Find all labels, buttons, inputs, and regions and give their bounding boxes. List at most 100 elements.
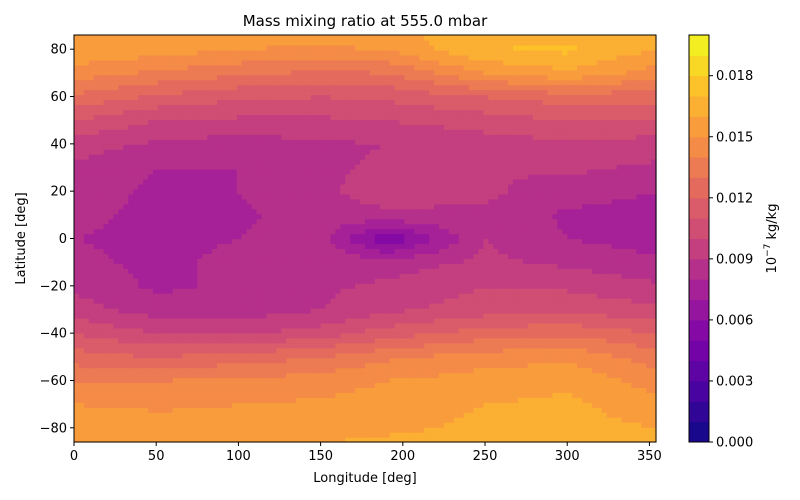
contour-cell: [256, 377, 263, 384]
contour-cell: [651, 298, 657, 304]
contour-cell: [626, 283, 632, 289]
contour-cell: [601, 273, 608, 279]
contour-cell: [182, 432, 189, 438]
contour-cell: [651, 268, 657, 274]
contour-cell: [276, 337, 282, 344]
contour-cell: [266, 347, 272, 354]
contour-cell: [295, 357, 302, 364]
contour-cell: [582, 253, 588, 259]
contour-cell: [572, 293, 578, 299]
contour-cell: [438, 352, 445, 359]
contour-cell: [577, 288, 583, 294]
contour-cell: [527, 377, 534, 384]
contour-cell: [305, 293, 312, 299]
contour-cell: [424, 427, 430, 433]
contour-cell: [286, 293, 292, 299]
contour-cell: [256, 427, 263, 433]
contour-cell: [143, 432, 149, 438]
contour-cell: [572, 332, 578, 339]
contour-cell: [394, 392, 401, 398]
contour-cell: [74, 387, 80, 393]
contour-cell: [187, 432, 193, 438]
contour-cell: [468, 387, 475, 393]
contour-cell: [463, 298, 470, 304]
contour-cell: [305, 402, 312, 408]
contour-cell: [572, 238, 578, 245]
contour-cell: [128, 243, 134, 250]
contour-cell: [207, 238, 213, 245]
contour-cell: [414, 407, 420, 413]
contour-cell: [463, 362, 470, 369]
contour-cell: [621, 332, 627, 339]
contour-cell: [187, 417, 193, 423]
contour-cell: [532, 347, 539, 354]
contour-cell: [611, 422, 618, 428]
contour-cell: [458, 322, 465, 329]
contour-cell: [414, 288, 420, 294]
contour-cell: [123, 407, 129, 413]
contour-cell: [261, 352, 267, 359]
contour-cell: [537, 382, 544, 388]
contour-cell: [246, 322, 253, 329]
contour-cell: [547, 402, 554, 408]
contour-cell: [512, 303, 519, 309]
contour-cell: [256, 392, 263, 398]
contour-cell: [212, 422, 218, 428]
contour-cell: [463, 317, 470, 324]
contour-cell: [434, 268, 440, 274]
contour-cell: [626, 437, 632, 443]
contour-cell: [207, 427, 213, 433]
contour-cell: [335, 248, 341, 254]
contour-cell: [557, 377, 563, 384]
contour-cell: [547, 288, 554, 294]
contour-cell: [108, 307, 115, 314]
contour-cell: [226, 382, 233, 388]
contour-cell: [586, 437, 593, 443]
contour-cell: [335, 382, 341, 388]
contour-cell: [365, 337, 371, 344]
contour-cell: [404, 268, 410, 274]
contour-cell: [241, 303, 248, 309]
contour-cell: [409, 352, 415, 359]
contour-cell: [207, 422, 213, 428]
contour-cell: [478, 263, 484, 269]
contour-cell: [488, 268, 494, 274]
contour-cell: [582, 263, 588, 269]
contour-cell: [443, 233, 450, 240]
contour-cell: [212, 332, 218, 339]
contour-cell: [276, 312, 282, 319]
contour-cell: [133, 307, 139, 314]
contour-cell: [606, 317, 613, 324]
contour-cell: [123, 293, 129, 299]
contour-cell: [212, 317, 218, 324]
contour-cell: [651, 258, 657, 264]
contour-cell: [360, 327, 366, 334]
contour-cell: [335, 288, 341, 294]
contour-cell: [601, 352, 608, 359]
contour-cell: [537, 412, 544, 418]
contour-cell: [577, 248, 583, 254]
contour-cell: [409, 268, 415, 274]
contour-cell: [182, 293, 189, 299]
contour-cell: [231, 268, 238, 274]
contour-cell: [212, 397, 218, 403]
contour-cell: [429, 253, 435, 259]
contour-cell: [448, 372, 455, 379]
contour-cell: [88, 357, 95, 364]
contour-cell: [582, 312, 588, 319]
contour-cell: [577, 362, 583, 369]
contour-cell: [636, 278, 642, 284]
contour-cell: [591, 243, 598, 250]
contour-cell: [586, 407, 593, 413]
contour-cell: [118, 307, 124, 314]
contour-cell: [552, 357, 558, 364]
contour-cell: [542, 342, 549, 349]
contour-cell: [202, 342, 208, 349]
contour-cell: [217, 238, 223, 245]
contour-cell: [621, 387, 627, 393]
contour-cell: [404, 407, 410, 413]
contour-cell: [256, 312, 263, 319]
contour-cell: [118, 233, 124, 240]
contour-cell: [217, 382, 223, 388]
contour-cell: [601, 362, 608, 369]
